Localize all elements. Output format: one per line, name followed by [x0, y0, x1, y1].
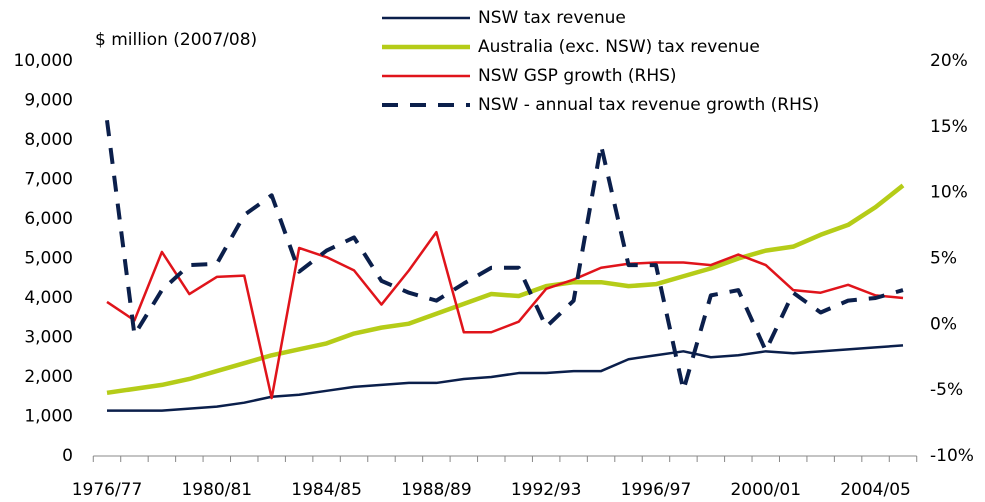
- y2-tick-label: 15%: [930, 117, 968, 137]
- x-tick-label: 2000/01: [730, 480, 801, 500]
- y-tick-label: 5,000: [24, 249, 73, 269]
- x-tick-label: 1976/77: [72, 480, 143, 500]
- series-line: [106, 230, 904, 400]
- y-tick-label: 7,000: [24, 170, 73, 190]
- x-tick-label: 1992/93: [511, 480, 582, 500]
- legend-label: Australia (exc. NSW) tax revenue: [478, 37, 760, 57]
- x-tick-label: 2004/05: [840, 480, 911, 500]
- y-tick-label: 2,000: [24, 367, 73, 387]
- y-tick-label: 3,000: [24, 328, 73, 348]
- y-tick-label: 9,000: [24, 91, 73, 111]
- x-tick-label: 1984/85: [291, 480, 362, 500]
- y2-tick-label: 5%: [930, 249, 957, 269]
- x-tick-label: 1988/89: [401, 480, 472, 500]
- y2-tick-label: 10%: [930, 183, 968, 203]
- y2-tick-label: -5%: [930, 380, 963, 400]
- y-tick-label: 10,000: [14, 51, 73, 71]
- x-tick-label: 1996/97: [621, 480, 692, 500]
- y-axis-label: $ million (2007/08): [95, 30, 257, 50]
- series-line: [107, 344, 904, 412]
- y-tick-label: 1,000: [24, 407, 73, 427]
- x-tick-label: 1980/81: [181, 480, 252, 500]
- y2-tick-label: 20%: [930, 51, 968, 71]
- y2-tick-label: 0%: [930, 314, 957, 334]
- legend-label: NSW GSP growth (RHS): [478, 66, 677, 86]
- y-tick-label: 0: [62, 446, 73, 466]
- series-line: [105, 119, 904, 393]
- y-tick-label: 8,000: [24, 130, 73, 150]
- y-tick-label: 4,000: [24, 288, 73, 308]
- legend-label: NSW tax revenue: [478, 8, 626, 28]
- series-line: [106, 183, 905, 396]
- y-tick-label: 6,000: [24, 209, 73, 229]
- y2-tick-label: -10%: [930, 446, 974, 466]
- legend-label: NSW - annual tax revenue growth (RHS): [478, 95, 819, 115]
